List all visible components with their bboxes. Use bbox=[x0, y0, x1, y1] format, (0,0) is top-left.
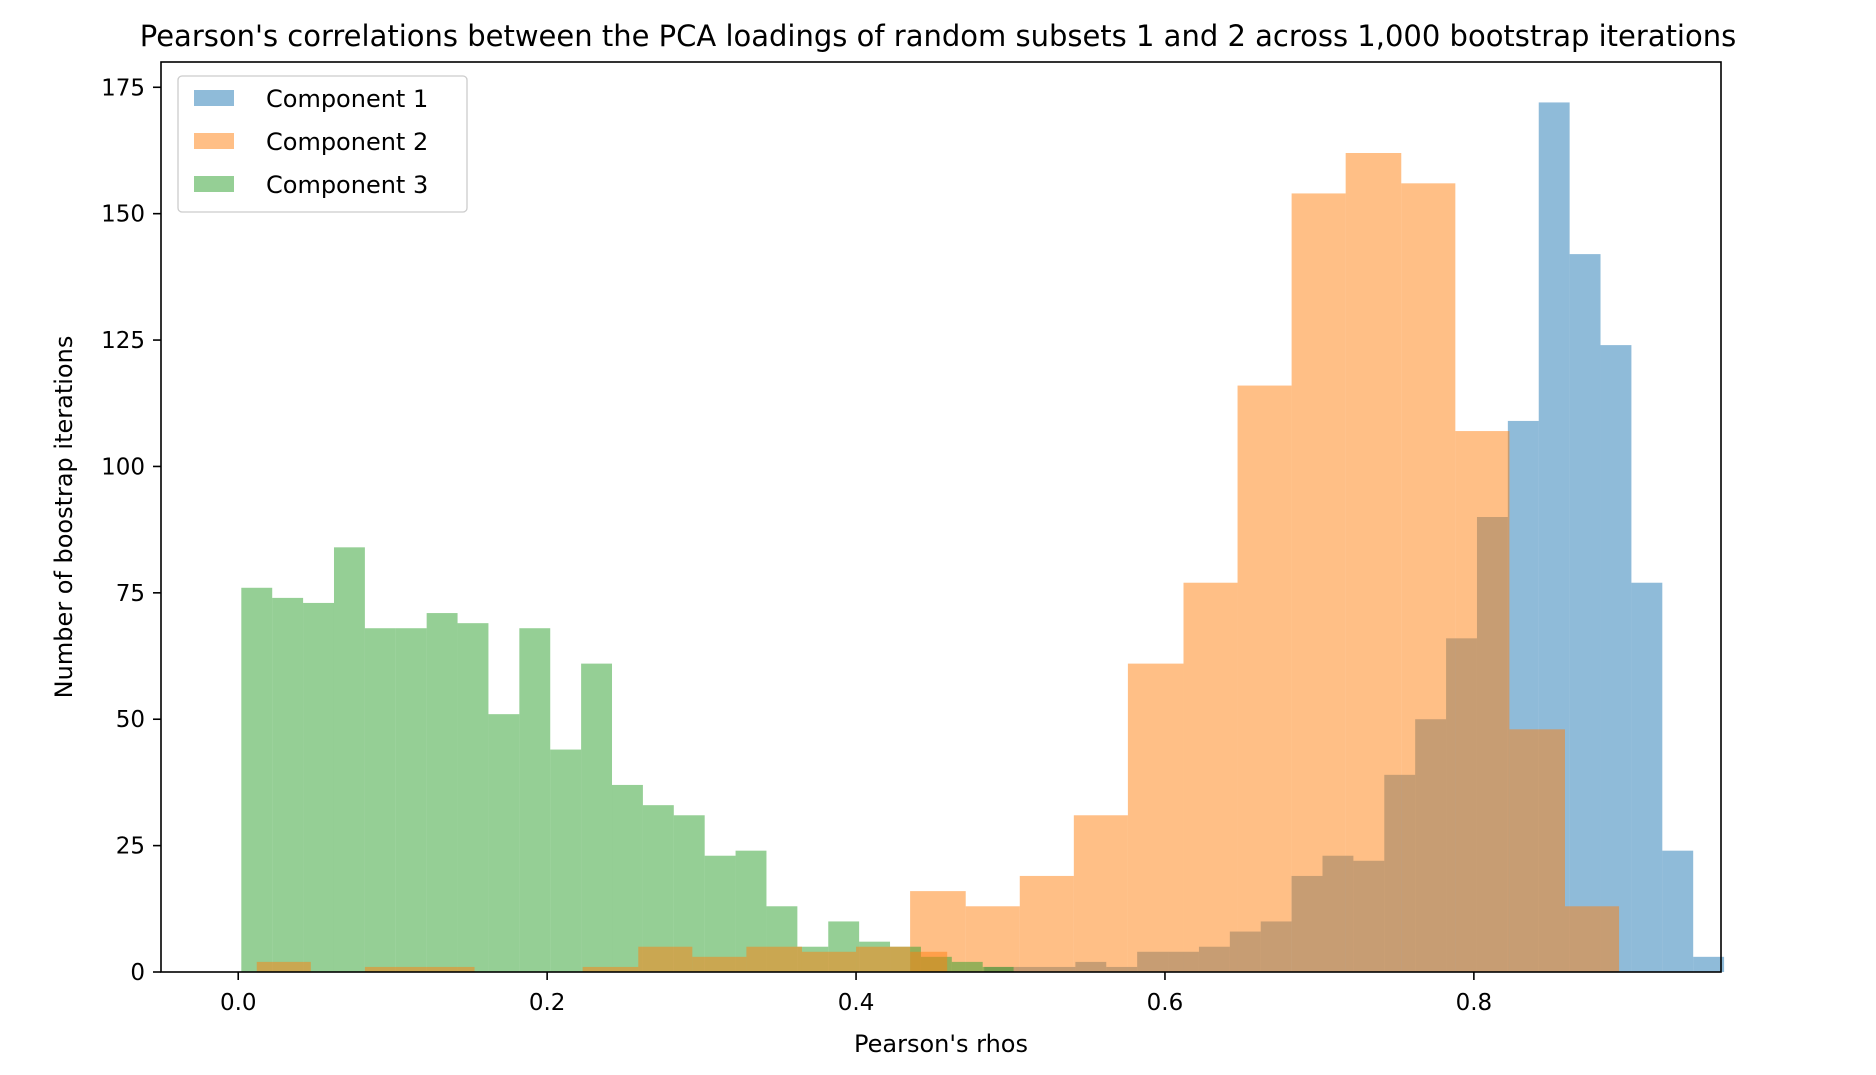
histogram-bar-series-2-bin-4 bbox=[364, 628, 396, 972]
x-tick-label: 0.8 bbox=[1456, 990, 1493, 1016]
histogram-bar-series-1-bin-1 bbox=[965, 906, 1020, 972]
histogram-bar-series-3-bin-6 bbox=[801, 951, 857, 972]
histogram-bar-series-1-bin-3 bbox=[1073, 815, 1128, 972]
histogram-bar-series-3-bin-4 bbox=[692, 956, 747, 972]
y-tick-label: 50 bbox=[116, 707, 145, 733]
y-tick-label: 0 bbox=[130, 960, 145, 986]
x-tick-label: 0.6 bbox=[1147, 990, 1184, 1016]
histogram-bar-series-2-bin-11 bbox=[581, 663, 613, 972]
histogram-bar-series-2-bin-13 bbox=[642, 805, 674, 972]
histogram-bar-series-1-bin-2 bbox=[1019, 875, 1074, 972]
histogram-bar-series-0-bin-19 bbox=[1569, 254, 1601, 973]
y-axis-label: Number of boostrap iterations bbox=[50, 336, 78, 699]
legend-swatch-component-1 bbox=[194, 90, 234, 106]
histogram-bar-series-2-bin-8 bbox=[488, 714, 520, 972]
histogram-bar-series-1-bin-4 bbox=[1127, 663, 1184, 972]
legend: Component 1 Component 2 Component 3 bbox=[177, 75, 468, 213]
y-tick-label: 150 bbox=[101, 202, 145, 228]
histogram-bar-series-0-bin-22 bbox=[1662, 850, 1694, 972]
y-tick-label: 175 bbox=[101, 75, 145, 101]
histogram-bar-series-2-bin-3 bbox=[333, 547, 365, 972]
legend-swatch-component-3 bbox=[194, 176, 234, 192]
legend-label-component-1: Component 1 bbox=[266, 85, 428, 113]
legend-label-component-2: Component 2 bbox=[266, 128, 428, 156]
histogram-bar-series-0-bin-21 bbox=[1631, 582, 1663, 972]
histogram-bar-series-2-bin-1 bbox=[272, 597, 304, 972]
histogram-bar-series-2-bin-5 bbox=[395, 628, 427, 972]
x-axis-label: Pearson's rhos bbox=[854, 1030, 1028, 1058]
histogram-bar-series-3-bin-2 bbox=[582, 966, 639, 972]
histogram-bar-series-3-bin-8 bbox=[910, 951, 948, 972]
histogram-bar-series-2-bin-2 bbox=[303, 602, 334, 972]
histogram-bar-series-1-bin-11 bbox=[1509, 729, 1565, 972]
histogram-bar-series-0-bin-23 bbox=[1693, 956, 1725, 972]
y-tick-label: 125 bbox=[101, 328, 145, 354]
histogram-bars bbox=[241, 102, 1725, 973]
histogram-bar-series-2-bin-9 bbox=[519, 628, 551, 972]
y-tick-label: 75 bbox=[116, 581, 145, 607]
histogram-bar-series-2-bin-23 bbox=[951, 961, 983, 972]
histogram-bar-series-2-bin-24 bbox=[982, 966, 1014, 972]
histogram-bar-series-3-bin-5 bbox=[746, 946, 802, 972]
x-tick-label: 0.4 bbox=[838, 990, 875, 1016]
histogram-bar-series-1-bin-5 bbox=[1183, 582, 1238, 972]
y-axis-ticks: 0 25 50 75 100 125 150 175 bbox=[101, 75, 161, 986]
histogram-bar-series-1-bin-8 bbox=[1345, 153, 1402, 972]
histogram-bar-series-3-bin-3 bbox=[638, 946, 693, 972]
x-tick-label: 0.2 bbox=[529, 990, 566, 1016]
histogram-bar-series-1-bin-6 bbox=[1237, 385, 1292, 972]
histogram-bar-series-2-bin-14 bbox=[673, 815, 705, 972]
histogram-bar-series-2-bin-0 bbox=[241, 587, 273, 972]
histogram-bar-series-0-bin-20 bbox=[1600, 345, 1632, 972]
histogram-bar-series-2-bin-10 bbox=[550, 749, 582, 972]
histogram-bar-series-2-bin-12 bbox=[612, 784, 643, 972]
legend-swatch-component-2 bbox=[194, 133, 234, 149]
histogram-bar-series-2-bin-15 bbox=[704, 855, 736, 972]
x-tick-label: 0.0 bbox=[220, 990, 257, 1016]
histogram-bar-series-1-bin-12 bbox=[1565, 906, 1620, 972]
legend-box bbox=[177, 75, 468, 213]
x-axis-ticks: 0.0 0.2 0.4 0.6 0.8 bbox=[220, 972, 1492, 1016]
y-tick-label: 25 bbox=[116, 834, 145, 860]
y-tick-label: 100 bbox=[101, 454, 145, 480]
histogram-bar-series-1-bin-9 bbox=[1401, 183, 1456, 972]
histogram-bar-series-2-bin-6 bbox=[426, 613, 458, 972]
chart-title: Pearson's correlations between the PCA l… bbox=[140, 19, 1736, 53]
histogram-bar-series-1-bin-10 bbox=[1455, 431, 1510, 972]
legend-label-component-3: Component 3 bbox=[266, 171, 428, 199]
histogram-bar-series-3-bin-0 bbox=[256, 961, 311, 972]
histogram-bar-series-1-bin-7 bbox=[1291, 193, 1346, 972]
plot-frame bbox=[160, 61, 1722, 973]
histogram-bar-series-2-bin-7 bbox=[457, 623, 489, 972]
histogram-bar-series-3-bin-1 bbox=[364, 966, 475, 972]
histogram-bar-series-3-bin-7 bbox=[856, 946, 911, 972]
